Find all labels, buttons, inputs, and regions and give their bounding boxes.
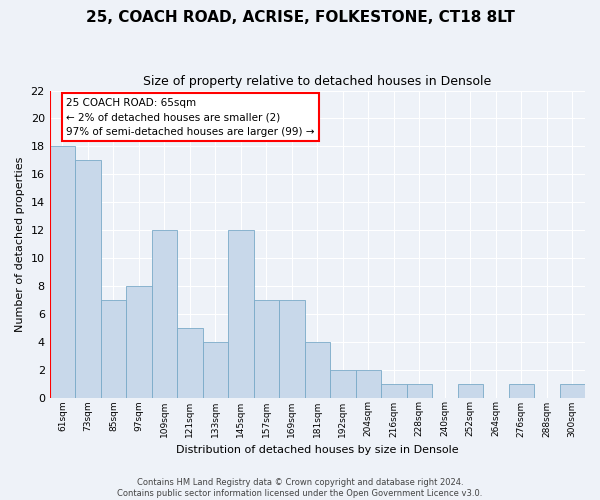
Bar [305,342,330,398]
Bar [407,384,432,398]
Bar [330,370,356,398]
Bar [458,384,483,398]
Bar [50,146,75,398]
X-axis label: Distribution of detached houses by size in Densole: Distribution of detached houses by size … [176,445,458,455]
Bar [254,300,279,398]
Bar [152,230,177,398]
Text: Contains HM Land Registry data © Crown copyright and database right 2024.
Contai: Contains HM Land Registry data © Crown c… [118,478,482,498]
Bar [75,160,101,398]
Y-axis label: Number of detached properties: Number of detached properties [15,156,25,332]
Bar [101,300,126,398]
Bar [203,342,228,398]
Bar [177,328,203,398]
Bar [560,384,585,398]
Bar [279,300,305,398]
Text: 25 COACH ROAD: 65sqm
← 2% of detached houses are smaller (2)
97% of semi-detache: 25 COACH ROAD: 65sqm ← 2% of detached ho… [66,98,315,137]
Bar [381,384,407,398]
Title: Size of property relative to detached houses in Densole: Size of property relative to detached ho… [143,75,491,88]
Bar [356,370,381,398]
Bar [228,230,254,398]
Text: 25, COACH ROAD, ACRISE, FOLKESTONE, CT18 8LT: 25, COACH ROAD, ACRISE, FOLKESTONE, CT18… [86,10,514,25]
Bar [509,384,534,398]
Bar [126,286,152,398]
